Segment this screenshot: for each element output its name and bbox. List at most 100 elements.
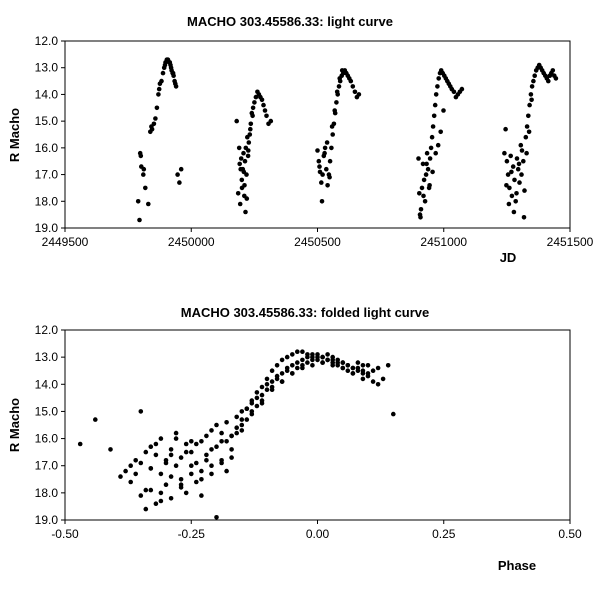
data-point [420, 161, 426, 167]
data-point [259, 401, 265, 406]
data-point [189, 439, 194, 444]
data-point [167, 60, 173, 65]
data-point [146, 201, 151, 207]
x-tick-label: 2451000 [420, 235, 467, 249]
data-point [77, 441, 83, 447]
data-point [241, 169, 247, 175]
data-point [259, 384, 265, 390]
data-point [153, 441, 159, 447]
data-point [209, 471, 214, 477]
data-point [244, 417, 250, 422]
data-point [345, 368, 351, 374]
data-point [424, 161, 429, 167]
x-tick-label: 0.25 [432, 527, 456, 541]
data-point [418, 215, 423, 220]
data-point [340, 365, 346, 371]
data-point [284, 354, 290, 360]
data-point [524, 150, 529, 156]
data-point [438, 129, 444, 135]
y-tick-label: 13.0 [35, 61, 59, 75]
data-point [430, 169, 435, 175]
data-point [290, 363, 295, 368]
data-point [219, 430, 224, 436]
data-point [422, 199, 428, 204]
data-point [209, 447, 214, 452]
data-point [355, 360, 361, 365]
data-point [249, 398, 255, 403]
data-point [254, 390, 260, 395]
data-point [348, 78, 354, 84]
data-point [300, 357, 305, 363]
y-tick-label: 17.0 [35, 459, 59, 473]
data-point [183, 449, 189, 455]
data-point [168, 496, 174, 501]
data-point [239, 417, 245, 422]
data-point [204, 458, 209, 463]
data-point [178, 482, 184, 488]
data-point [432, 102, 438, 108]
y-tick-label: 17.0 [35, 168, 59, 182]
y-tick-label: 16.0 [35, 141, 59, 155]
data-point [441, 108, 446, 113]
data-point [325, 352, 330, 357]
data-point [459, 86, 465, 92]
x-tick-label: 2449500 [42, 235, 89, 249]
data-point [262, 108, 268, 113]
data-point [509, 169, 514, 175]
data-point [149, 124, 154, 129]
data-point [118, 474, 123, 479]
x-tick-label: -0.25 [178, 527, 206, 541]
y-tick-label: 16.0 [35, 432, 59, 446]
data-point [148, 444, 154, 450]
data-point [141, 172, 146, 177]
data-point [507, 185, 512, 191]
data-point [189, 463, 194, 469]
data-point [177, 180, 182, 185]
data-point [418, 207, 424, 212]
data-point [239, 177, 245, 183]
data-point [199, 468, 204, 474]
y-tick-label: 15.0 [35, 404, 59, 418]
data-point [250, 105, 256, 111]
x-axis-ticks: -0.50 -0.25 0.00 0.25 0.50 [51, 520, 582, 541]
data-point [350, 84, 356, 89]
data-point [148, 487, 154, 493]
data-point [264, 113, 269, 119]
data-point [252, 100, 257, 105]
data-point [219, 460, 224, 466]
data-point [229, 433, 234, 439]
y-axis-label: R Macho [7, 398, 22, 452]
data-point [128, 463, 133, 469]
data-point [514, 156, 520, 161]
data-point [168, 452, 174, 458]
data-point [268, 118, 274, 124]
data-point [526, 129, 532, 135]
data-point [237, 161, 242, 167]
data-point [521, 215, 527, 220]
data-point [350, 371, 356, 376]
data-point [451, 89, 457, 95]
data-point [128, 479, 133, 485]
data-point [235, 191, 241, 196]
data-point [504, 158, 510, 164]
data-point [330, 132, 336, 137]
chart-light-curve: MACHO 303.45586.33: light curve 12.0 13.0… [7, 14, 594, 265]
data-point [248, 126, 253, 132]
data-point [430, 124, 436, 129]
data-point [356, 92, 362, 97]
x-axis-label: JD [500, 250, 517, 265]
data-point [239, 428, 245, 433]
data-point [320, 354, 325, 360]
data-point [143, 185, 148, 191]
data-point [204, 433, 209, 439]
y-tick-label: 12.0 [35, 323, 59, 337]
y-tick-label: 15.0 [35, 114, 59, 128]
data-point [173, 81, 178, 86]
data-point [143, 487, 149, 493]
data-point [189, 471, 194, 477]
data-point [305, 360, 310, 365]
data-point [154, 105, 160, 111]
data-point [424, 150, 430, 156]
data-point [300, 365, 305, 371]
data-point [510, 164, 516, 169]
